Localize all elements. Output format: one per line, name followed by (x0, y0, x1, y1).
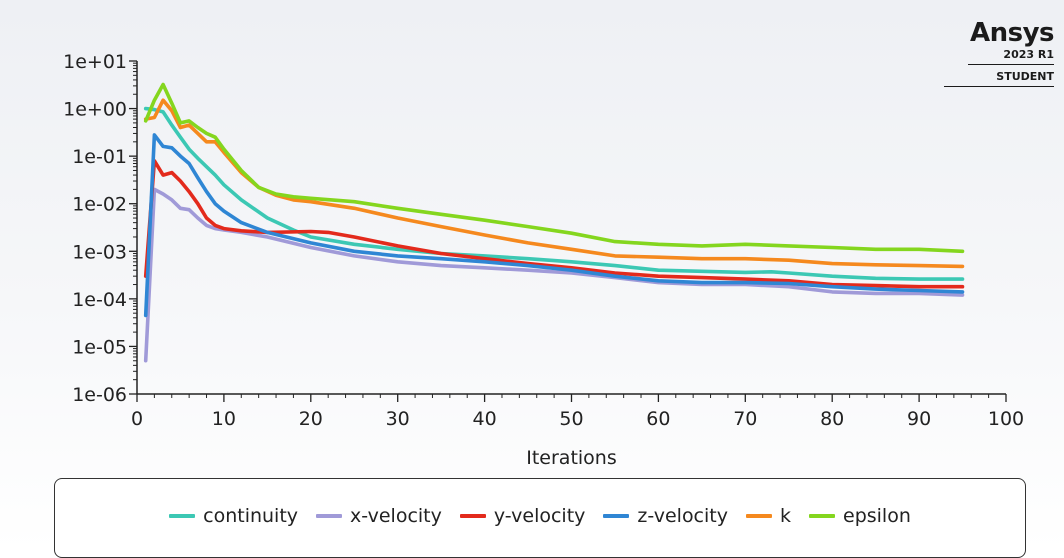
brand-version: 2023 R1 (968, 48, 1054, 65)
legend-item-x-velocity: x-velocity (316, 505, 442, 527)
legend-swatch (745, 514, 772, 518)
series-line-epsilon (143, 82, 965, 254)
legend-items: continuity x-velocity y-velocity z-velocity… (55, 505, 1025, 527)
series-line-k (143, 98, 965, 269)
x-tick-label: 90 (907, 408, 931, 430)
chart-legend: continuity x-velocity y-velocity z-velocity… (54, 478, 1026, 558)
y-tick-label: 1e+01 (63, 51, 127, 73)
legend-item-epsilon: epsilon (809, 505, 911, 527)
legend-swatch (459, 514, 486, 518)
x-tick-label: 0 (131, 408, 143, 430)
legend-swatch (169, 514, 196, 518)
legend-swatch (809, 514, 835, 518)
legend-swatch (316, 514, 343, 518)
brand-edition: STUDENT (944, 69, 1054, 87)
legend-label: z-velocity (637, 505, 728, 527)
legend-label: y-velocity (493, 505, 586, 527)
x-tick-label: 80 (820, 408, 844, 430)
x-tick-label: 40 (473, 408, 497, 430)
x-tick-label: 20 (299, 408, 323, 430)
x-tick-label: 30 (386, 408, 410, 430)
legend-label: k (779, 505, 791, 527)
series-line-z-velocity (143, 133, 965, 318)
legend-label: x-velocity (350, 505, 442, 527)
legend-item-k: k (745, 505, 791, 527)
legend-item-y-velocity: y-velocity (459, 505, 586, 527)
x-tick-label: 10 (212, 408, 236, 430)
y-tick-label: 1e-06 (72, 384, 127, 406)
residuals-plot: 1e+01 1e+00 1e-01 1e-02 1e-03 1e-04 1e-05 1e-06… (63, 51, 1024, 469)
brand-name: Ansys (969, 18, 1055, 48)
y-tick-label: 1e-03 (72, 241, 127, 263)
x-axis-label: Iterations (526, 447, 617, 469)
x-tick-label: 70 (733, 408, 757, 430)
series-line-y-velocity (143, 159, 965, 289)
x-tick-label: 60 (646, 408, 670, 430)
legend-swatch (603, 514, 630, 518)
series-line-x-velocity (143, 187, 965, 363)
ansys-logo: Ansys 2023 R1 STUDENT (944, 18, 1055, 87)
series-line-continuity (143, 106, 965, 281)
legend-label: continuity (203, 505, 299, 527)
y-tick-label: 1e-05 (72, 336, 127, 358)
y-tick-label: 1e-02 (72, 194, 127, 216)
y-tick-label: 1e-04 (72, 289, 127, 311)
legend-label: epsilon (843, 505, 911, 527)
legend-item-z-velocity: z-velocity (603, 505, 728, 527)
y-tick-label: 1e+00 (63, 99, 127, 121)
legend-item-continuity: continuity (169, 505, 298, 527)
x-tick-label: 50 (559, 408, 583, 430)
y-tick-label: 1e-01 (72, 146, 127, 168)
x-tick-label: 100 (988, 408, 1024, 430)
